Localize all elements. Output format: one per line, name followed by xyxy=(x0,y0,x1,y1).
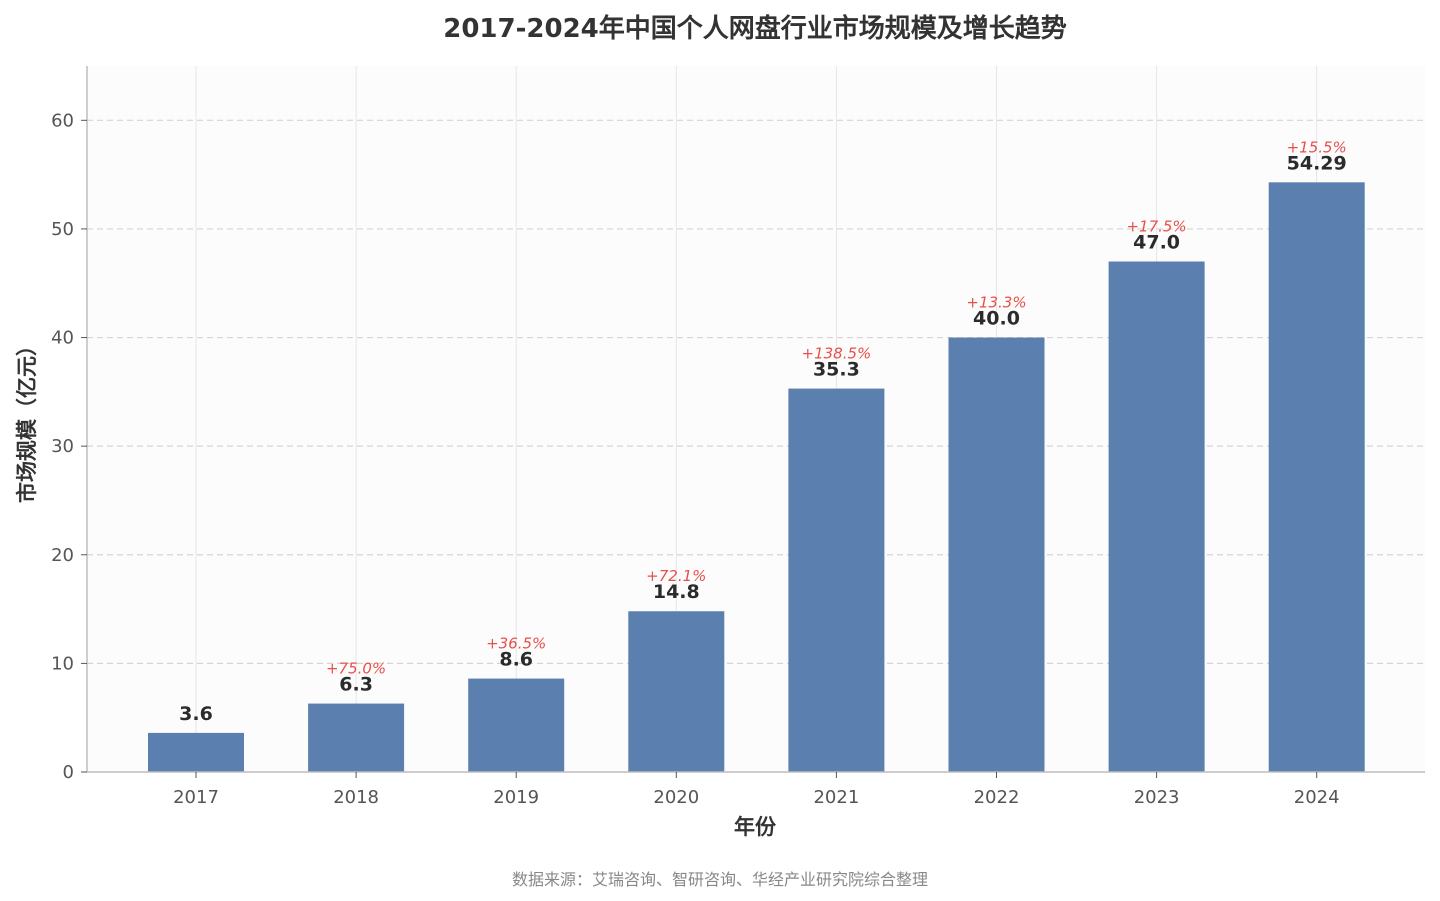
growth-label: +72.1% xyxy=(646,567,706,585)
plot-area xyxy=(87,66,1425,772)
value-label: 47.0 xyxy=(1133,232,1180,254)
x-tick-label: 2021 xyxy=(813,787,859,808)
value-label: 8.6 xyxy=(499,649,533,671)
y-tick-label: 40 xyxy=(51,328,74,349)
y-tick-label: 30 xyxy=(51,436,74,457)
bar-2024 xyxy=(1268,182,1365,772)
growth-label: +36.5% xyxy=(486,635,546,653)
y-tick-label: 60 xyxy=(51,110,74,131)
bar-2017 xyxy=(148,732,244,772)
value-label: 54.29 xyxy=(1287,152,1347,174)
growth-label: +75.0% xyxy=(326,660,386,678)
y-tick-label: 20 xyxy=(51,545,74,566)
growth-label: +13.3% xyxy=(966,294,1026,312)
x-tick-label: 2023 xyxy=(1134,787,1180,808)
bar-2022 xyxy=(948,337,1045,772)
y-tick-label: 10 xyxy=(51,653,74,674)
x-tick-label: 2020 xyxy=(653,787,699,808)
bar-2018 xyxy=(308,703,405,772)
x-axis-title: 年份 xyxy=(734,815,777,839)
bar-2021 xyxy=(788,388,885,772)
value-label: 3.6 xyxy=(179,703,213,725)
y-axis-title: 市场规模（亿元） xyxy=(15,335,39,503)
x-tick-label: 2019 xyxy=(493,787,539,808)
y-tick-label: 50 xyxy=(51,219,74,240)
x-tick-label: 2018 xyxy=(333,787,379,808)
x-tick-label: 2024 xyxy=(1294,787,1340,808)
bar-2020 xyxy=(628,611,725,772)
x-tick-label: 2017 xyxy=(173,787,219,808)
x-tick-label: 2022 xyxy=(974,787,1020,808)
bar-2019 xyxy=(468,678,565,772)
value-label: 14.8 xyxy=(653,581,700,603)
growth-label: +17.5% xyxy=(1126,218,1186,236)
growth-label: +15.5% xyxy=(1287,138,1347,156)
growth-label: +138.5% xyxy=(802,345,872,363)
value-label: 40.0 xyxy=(973,308,1020,330)
y-tick-label: 0 xyxy=(63,762,74,783)
bar-2023 xyxy=(1108,261,1205,772)
source-note: 数据来源：艾瑞咨询、智研咨询、华经产业研究院综合整理 xyxy=(511,870,928,889)
chart-title: 2017-2024年中国个人网盘行业市场规模及增长趋势 xyxy=(443,14,1067,44)
value-label: 6.3 xyxy=(339,674,373,696)
value-label: 35.3 xyxy=(813,359,860,381)
